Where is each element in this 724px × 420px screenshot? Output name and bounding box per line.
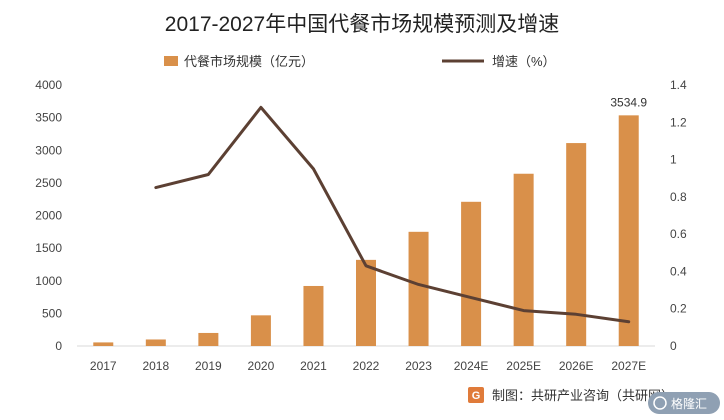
x-tick-label: 2022 bbox=[353, 359, 380, 373]
bar-2026E bbox=[566, 143, 587, 346]
x-tick-label: 2024E bbox=[454, 359, 489, 373]
y-right-tick-label: 0 bbox=[670, 339, 677, 353]
bar-2027E bbox=[618, 115, 639, 346]
x-axis-labels: 2017 2018 2019 2020 2021 2022 2023 2024E 2025E 20… bbox=[90, 359, 646, 373]
data-label-2027E: 3534.9 bbox=[610, 95, 647, 109]
x-tick-label: 2027E bbox=[611, 359, 646, 373]
legend-swatch-bar bbox=[164, 56, 178, 66]
y-left-tick-label: 4000 bbox=[35, 78, 62, 92]
y-left-tick-label: 3000 bbox=[35, 143, 62, 157]
bar-series bbox=[93, 115, 639, 346]
x-tick-label: 2017 bbox=[90, 359, 117, 373]
y-right-tick-label: 0.6 bbox=[670, 227, 687, 241]
y-left-tick-label: 0 bbox=[55, 339, 62, 353]
y-right-tick-label: 0.2 bbox=[670, 302, 687, 316]
x-tick-label: 2025E bbox=[506, 359, 541, 373]
bar-2023 bbox=[408, 231, 429, 346]
bar-2019 bbox=[198, 332, 219, 346]
bar-2022 bbox=[356, 259, 376, 346]
y-right-tick-label: 1 bbox=[670, 153, 677, 167]
y-axis-right: 0 0.2 0.4 0.6 0.8 1 1.2 1.4 bbox=[670, 78, 687, 353]
source-text: 制图：共研产业咨询（共研网） bbox=[492, 388, 674, 403]
x-tick-label: 2018 bbox=[142, 359, 169, 373]
watermark-badge: 格隆汇 bbox=[648, 392, 720, 414]
y-right-tick-label: 1.2 bbox=[670, 115, 687, 129]
y-left-tick-label: 3500 bbox=[35, 111, 62, 125]
bar-2018 bbox=[145, 339, 166, 346]
bar-2021 bbox=[303, 285, 324, 346]
watermark-text: 格隆汇 bbox=[671, 396, 707, 411]
y-left-tick-label: 2000 bbox=[35, 209, 62, 223]
y-left-tick-label: 2500 bbox=[35, 176, 62, 190]
y-right-tick-label: 0.4 bbox=[670, 264, 687, 278]
chart-title: 2017-2027年中国代餐市场规模预测及增速 bbox=[165, 13, 559, 36]
legend-label-market-size: 代餐市场规模（亿元） bbox=[184, 54, 314, 69]
x-tick-label: 2019 bbox=[195, 359, 222, 373]
growth-line bbox=[154, 105, 631, 324]
y-axis-left: 0 500 1000 1500 2000 2500 3000 3500 4000 bbox=[35, 78, 62, 353]
x-tick-label: 2021 bbox=[300, 359, 327, 373]
source-note: G 制图：共研产业咨询（共研网） bbox=[468, 387, 674, 403]
bar-2025E bbox=[513, 173, 534, 346]
bar-2020 bbox=[250, 315, 271, 346]
line-series bbox=[154, 105, 631, 324]
source-logo-icon bbox=[468, 387, 484, 403]
y-left-tick-label: 1500 bbox=[35, 241, 62, 255]
bar-2017 bbox=[93, 342, 114, 346]
y-right-tick-label: 1.4 bbox=[670, 78, 687, 92]
legend-label-growth: 增速（%） bbox=[492, 54, 556, 69]
bar-2024E bbox=[461, 201, 482, 346]
legend: 代餐市场规模（亿元） 增速（%） bbox=[164, 54, 556, 69]
x-tick-label: 2026E bbox=[559, 359, 594, 373]
data-labels: 3534.9 bbox=[610, 95, 647, 109]
y-right-tick-label: 0.8 bbox=[670, 190, 687, 204]
source-logo-glyph: G bbox=[472, 390, 481, 402]
y-left-tick-label: 1000 bbox=[35, 274, 62, 288]
watermark-background bbox=[648, 392, 720, 414]
x-tick-label: 2023 bbox=[405, 359, 432, 373]
y-left-tick-label: 500 bbox=[42, 306, 62, 320]
x-tick-label: 2020 bbox=[248, 359, 275, 373]
watermark-logo-icon bbox=[653, 396, 667, 410]
